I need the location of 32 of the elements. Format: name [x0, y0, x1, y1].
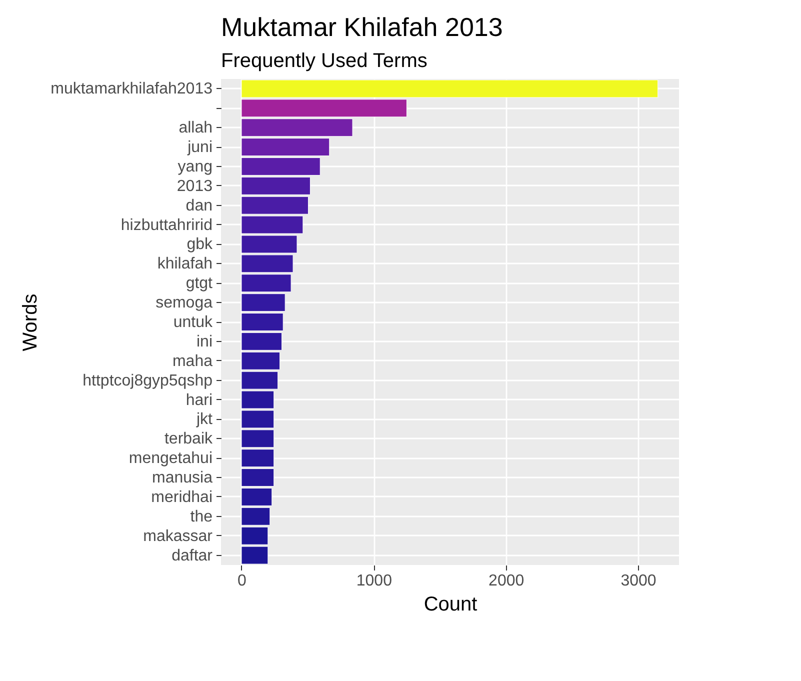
- x-tick-label: 3000: [620, 572, 656, 590]
- y-tick-label: allah: [178, 120, 212, 137]
- chart-subtitle: Frequently Used Terms: [221, 50, 428, 72]
- y-tick-label: dan: [186, 197, 212, 214]
- y-tick-label: juni: [186, 139, 212, 156]
- y-tick-label: httptcoj8gyp5qshp: [82, 372, 213, 390]
- y-tick-label: gtgt: [186, 275, 214, 292]
- y-tick-label: meridhai: [151, 488, 212, 506]
- y-tick-label: 2013: [176, 178, 213, 195]
- y-tick-label: khilafah: [157, 256, 212, 273]
- y-tick-label: untuk: [173, 314, 214, 331]
- x-tick-label: 2000: [488, 572, 524, 590]
- y-tick-label: jkt: [196, 411, 214, 428]
- y-tick-label: ini: [196, 333, 212, 350]
- y-tick-label: the: [190, 508, 213, 526]
- y-tick-label: hari: [186, 392, 212, 409]
- y-axis-title: Words: [20, 294, 42, 352]
- chart-title: Muktamar Khilafah 2013: [221, 12, 503, 42]
- y-tick-label: muktamarkhilafah2013: [50, 80, 213, 98]
- y-tick-label: gbk: [186, 236, 214, 254]
- y-tick-label: mengetahui: [128, 450, 212, 468]
- y-tick-label: hizbuttahririd: [120, 216, 212, 234]
- y-tick-label: yang: [178, 158, 212, 176]
- y-tick-label: manusia: [152, 470, 213, 487]
- x-tick-label: 0: [238, 572, 247, 590]
- y-tick-label: terbaik: [164, 430, 214, 448]
- y-tick-label: maha: [172, 352, 213, 370]
- y-tick-label: semoga: [156, 294, 213, 312]
- x-axis-title: Count: [424, 594, 478, 616]
- y-tick-label: daftar: [172, 547, 214, 564]
- y-tick-label: makassar: [143, 528, 214, 545]
- x-tick-label: 1000: [356, 572, 392, 590]
